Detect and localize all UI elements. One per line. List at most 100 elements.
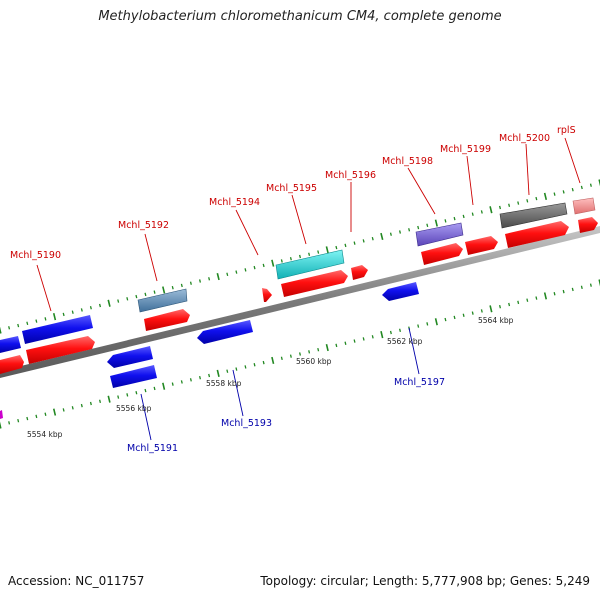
tick-mark (208, 277, 211, 281)
tick-mark (344, 341, 347, 345)
tick-mark (526, 298, 529, 302)
topology-text: Topology: circular; Length: 5,777,908 bp… (260, 574, 590, 588)
gene-label-5191: Mchl_5191 (127, 443, 178, 454)
tick-mark (589, 183, 592, 187)
tick-mark (434, 318, 438, 326)
gene-label-5196: Mchl_5196 (325, 170, 376, 181)
gene-arrow-r2 (22, 315, 93, 344)
tick-mark (244, 268, 247, 272)
tick-mark (580, 285, 583, 290)
tick-mark (171, 285, 174, 290)
tick-mark (226, 369, 229, 373)
tick-mark (380, 331, 384, 339)
tick-mark (489, 305, 493, 313)
tick-mark (262, 263, 265, 268)
tick-mark (589, 283, 592, 287)
tick-mark (180, 283, 183, 288)
tick-mark (462, 313, 465, 317)
feature-bar-5198 (415, 222, 464, 247)
scale-label: 5562 kbp (387, 337, 423, 346)
gene-label-5197: Mchl_5197 (394, 377, 445, 388)
tick-mark (271, 259, 275, 267)
accession-text: Accession: NC_011757 (8, 574, 145, 588)
tick-mark (189, 281, 192, 285)
leader-5193 (232, 369, 244, 417)
gene-label-5200: Mchl_5200 (499, 133, 550, 144)
scale-labels: 5554 kbp 5556 kbp 5558 kbp 5560 kbp 5562… (27, 316, 514, 439)
gene-arrow-f4 (262, 288, 272, 302)
tick-mark (35, 319, 38, 323)
tick-mark (453, 216, 456, 221)
forward-genes (0, 217, 598, 374)
gene-label-5199: Mchl_5199 (440, 144, 491, 155)
tick-mark (262, 360, 265, 365)
tick-mark (8, 421, 11, 425)
tick-mark (80, 308, 83, 312)
tick-mark (117, 395, 120, 399)
tick-mark (71, 406, 74, 410)
tick-mark (8, 326, 11, 330)
tick-mark (426, 223, 429, 228)
tick-mark (462, 214, 465, 219)
tick-mark (562, 289, 565, 294)
tick-mark (325, 246, 329, 254)
tick-mark (362, 337, 365, 341)
tick-mark (26, 321, 29, 326)
feature-bar-rplS (572, 197, 596, 215)
tick-mark (417, 225, 420, 230)
leader-5197 (408, 327, 420, 375)
tick-mark (471, 311, 474, 315)
tick-mark (0, 326, 2, 334)
tick-mark (235, 367, 238, 371)
tick-mark (535, 296, 538, 300)
tick-mark (517, 300, 520, 305)
tick-mark (244, 365, 247, 369)
tick-mark (317, 347, 320, 352)
gene-label-5198: Mchl_5198 (382, 156, 433, 167)
feature-bar-5195 (275, 249, 345, 280)
gene-arrow-r3 (107, 346, 153, 368)
tick-mark (52, 313, 57, 321)
tick-mark (98, 303, 102, 308)
tick-mark (62, 312, 65, 317)
tick-mark (17, 418, 20, 423)
leader-5200 (525, 143, 530, 196)
tick-mark (89, 401, 92, 406)
gene-label-rplS: rplS (557, 125, 576, 136)
scale-label: 5564 kbp (478, 316, 514, 325)
tick-mark (44, 412, 47, 416)
tick-mark (434, 219, 438, 227)
tick-mark (489, 206, 493, 214)
leader-5198 (407, 167, 436, 215)
gene-label-5195: Mchl_5195 (266, 183, 317, 194)
tick-mark (480, 309, 483, 313)
tick-mark (571, 187, 574, 192)
tick-mark (543, 192, 548, 200)
tick-mark (308, 252, 311, 256)
tick-mark (380, 232, 384, 241)
tick-mark (280, 356, 283, 361)
feature-bar-5200 (499, 202, 568, 229)
gene-arrow-f2 (26, 336, 95, 364)
gene-label-5193: Mchl_5193 (221, 418, 272, 429)
tick-mark (498, 205, 502, 210)
tick-mark (389, 330, 392, 335)
tick-mark (135, 294, 138, 299)
tick-mark (344, 243, 347, 248)
tick-mark (117, 299, 120, 303)
tick-mark (535, 196, 538, 201)
tick-mark (498, 304, 502, 309)
tick-mark (453, 315, 456, 320)
tick-mark (389, 232, 392, 236)
tick-mark (208, 373, 211, 378)
tick-mark (153, 290, 156, 294)
tick-mark (253, 265, 256, 270)
tick-mark (371, 236, 374, 241)
map-title: Methylobacterium chloromethanicum CM4, c… (98, 9, 502, 24)
scale-label: 5554 kbp (27, 430, 63, 439)
scale-label: 5560 kbp (296, 357, 332, 366)
leader-5195 (291, 194, 307, 245)
gene-label-5192: Mchl_5192 (118, 220, 169, 231)
tick-mark (517, 201, 520, 205)
